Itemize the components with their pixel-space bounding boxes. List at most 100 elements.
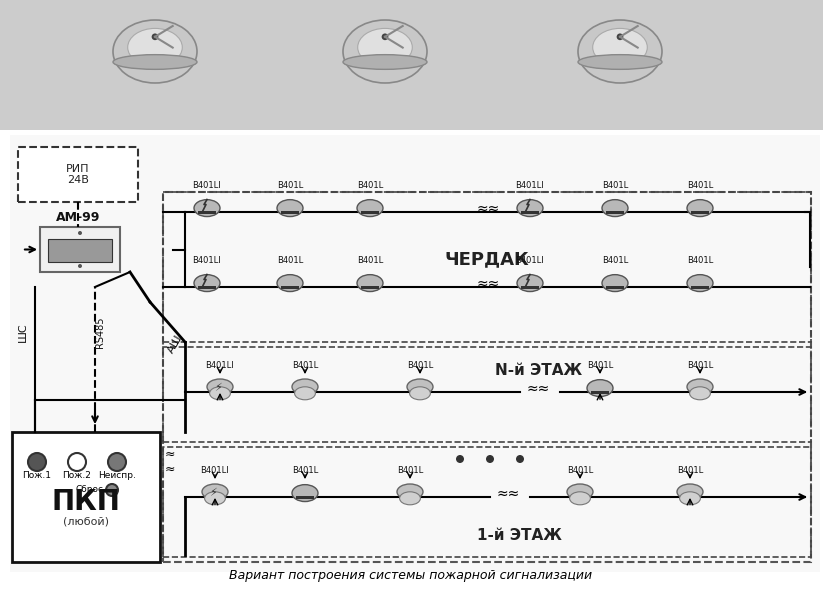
- Bar: [521, 286, 539, 289]
- Text: B401L: B401L: [602, 181, 628, 190]
- Ellipse shape: [358, 28, 412, 66]
- Bar: [606, 286, 624, 289]
- Text: Пож.1: Пож.1: [22, 471, 52, 481]
- Bar: [521, 211, 539, 214]
- Circle shape: [78, 231, 82, 235]
- Ellipse shape: [194, 275, 220, 291]
- Text: ≈≈: ≈≈: [477, 277, 500, 291]
- Ellipse shape: [128, 28, 183, 66]
- Ellipse shape: [578, 20, 662, 83]
- Text: B401L: B401L: [677, 466, 703, 475]
- Circle shape: [106, 484, 118, 496]
- Ellipse shape: [407, 379, 433, 395]
- Circle shape: [68, 453, 86, 471]
- Text: 1-й ЭТАЖ: 1-й ЭТАЖ: [477, 527, 562, 542]
- Text: B401L: B401L: [357, 256, 384, 265]
- Bar: [10, 135, 820, 572]
- Text: Вариант построения системы пожарной сигнализации: Вариант построения системы пожарной сигн…: [230, 569, 593, 582]
- Text: ≈≈: ≈≈: [527, 382, 550, 396]
- Circle shape: [78, 264, 82, 268]
- Bar: [690, 286, 709, 289]
- Text: Пож.2: Пож.2: [63, 471, 91, 481]
- Ellipse shape: [205, 492, 226, 505]
- Text: B401LI: B401LI: [193, 256, 221, 265]
- Bar: [18, 147, 138, 202]
- Ellipse shape: [400, 492, 421, 505]
- Ellipse shape: [593, 28, 648, 66]
- Text: ≈
≈: ≈ ≈: [165, 448, 175, 476]
- Ellipse shape: [210, 387, 230, 400]
- Bar: [281, 286, 299, 289]
- Text: B401L: B401L: [277, 256, 303, 265]
- Ellipse shape: [677, 484, 703, 500]
- Bar: [198, 211, 216, 214]
- Bar: [12, 432, 160, 562]
- Text: Неиспр.: Неиспр.: [98, 471, 136, 481]
- Ellipse shape: [295, 387, 315, 400]
- Bar: [361, 211, 379, 214]
- Ellipse shape: [343, 20, 427, 83]
- Text: B401LI: B401LI: [201, 466, 230, 475]
- Ellipse shape: [570, 492, 590, 505]
- Ellipse shape: [113, 20, 197, 83]
- Ellipse shape: [687, 200, 713, 217]
- Ellipse shape: [687, 379, 713, 395]
- Ellipse shape: [517, 200, 543, 217]
- Text: B401L: B401L: [602, 256, 628, 265]
- Text: ≈≈: ≈≈: [496, 487, 519, 501]
- Text: B401L: B401L: [292, 466, 319, 475]
- Ellipse shape: [578, 54, 662, 69]
- Ellipse shape: [690, 387, 710, 400]
- Text: B401L: B401L: [277, 181, 303, 190]
- Text: B401L: B401L: [397, 466, 423, 475]
- Ellipse shape: [343, 54, 427, 69]
- Ellipse shape: [397, 484, 423, 500]
- Text: B401L: B401L: [357, 181, 384, 190]
- Ellipse shape: [567, 484, 593, 500]
- Bar: [361, 286, 379, 289]
- Bar: [40, 227, 120, 272]
- Text: (любой): (любой): [63, 517, 109, 527]
- Ellipse shape: [202, 484, 228, 500]
- Bar: [606, 211, 624, 214]
- Text: B401L: B401L: [292, 361, 319, 370]
- Ellipse shape: [113, 54, 197, 69]
- Bar: [296, 496, 314, 499]
- Text: B401LI: B401LI: [206, 361, 235, 370]
- Circle shape: [108, 453, 126, 471]
- Bar: [281, 211, 299, 214]
- Text: N-й ЭТАЖ: N-й ЭТАЖ: [495, 363, 583, 378]
- Ellipse shape: [292, 379, 318, 395]
- Bar: [163, 347, 811, 442]
- Bar: [48, 239, 112, 262]
- Text: РИП
24В: РИП 24В: [66, 164, 90, 185]
- Text: ЧЕРДАК: ЧЕРДАК: [444, 250, 529, 269]
- Text: B401L: B401L: [687, 361, 713, 370]
- Text: B401LI: B401LI: [193, 181, 221, 190]
- Text: B401L: B401L: [407, 361, 433, 370]
- Ellipse shape: [587, 379, 613, 397]
- Text: B401LI: B401LI: [516, 181, 544, 190]
- Ellipse shape: [517, 275, 543, 291]
- Text: ⚡: ⚡: [209, 488, 217, 498]
- Text: ПКП: ПКП: [52, 488, 120, 516]
- Text: B401LI: B401LI: [516, 256, 544, 265]
- Text: B401L: B401L: [567, 466, 593, 475]
- Text: RS485: RS485: [95, 316, 105, 348]
- Ellipse shape: [687, 275, 713, 291]
- Bar: [163, 192, 811, 342]
- Ellipse shape: [680, 492, 700, 505]
- Ellipse shape: [357, 200, 383, 217]
- Ellipse shape: [602, 200, 628, 217]
- Circle shape: [516, 455, 524, 463]
- Circle shape: [28, 453, 46, 471]
- Ellipse shape: [277, 200, 303, 217]
- Text: АМ-99: АМ-99: [56, 211, 100, 224]
- Bar: [198, 286, 216, 289]
- Text: ≈≈: ≈≈: [477, 202, 500, 216]
- Text: B401L: B401L: [587, 361, 613, 370]
- Ellipse shape: [602, 275, 628, 291]
- Circle shape: [382, 33, 388, 40]
- Text: ⚡: ⚡: [214, 383, 222, 393]
- Bar: [591, 391, 609, 394]
